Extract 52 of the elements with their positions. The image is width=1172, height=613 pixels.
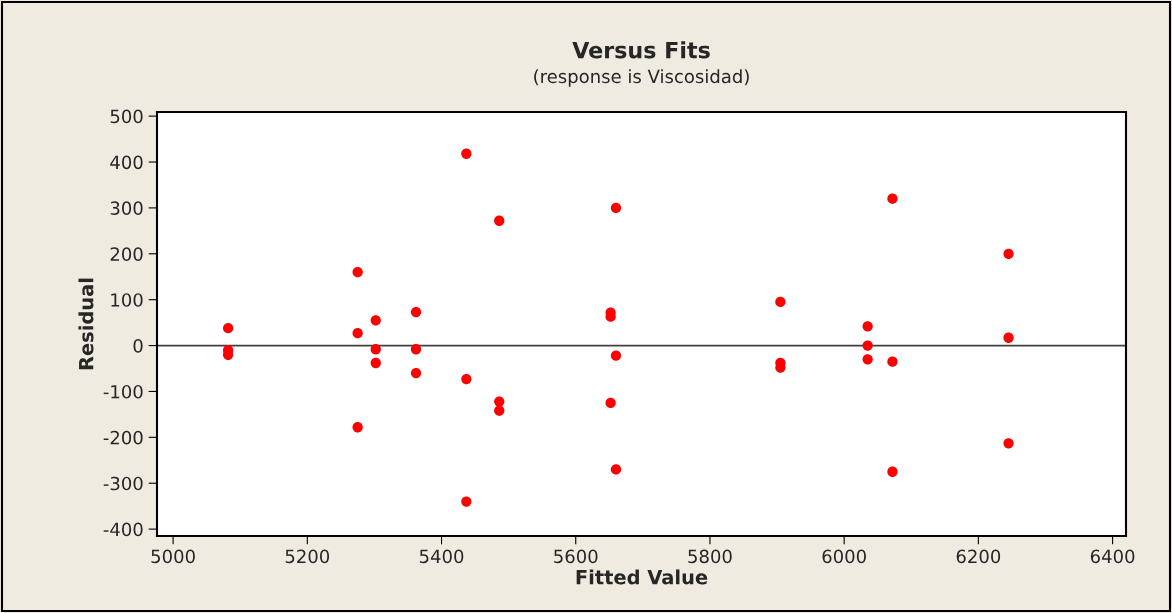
chart-subtitle: (response is Viscosidad) bbox=[534, 69, 749, 87]
point bbox=[461, 373, 472, 385]
x-tick-label: 6400 bbox=[1090, 549, 1135, 564]
point bbox=[1003, 248, 1014, 259]
point bbox=[887, 356, 898, 367]
y-tick-label: -100 bbox=[103, 384, 143, 399]
x-tick-label: 6200 bbox=[956, 549, 1001, 564]
y-tick-label: 0 bbox=[133, 339, 143, 353]
point bbox=[370, 357, 381, 369]
point bbox=[494, 405, 505, 416]
point bbox=[862, 354, 873, 365]
x-tick-label: 5600 bbox=[554, 549, 598, 564]
point bbox=[461, 148, 472, 159]
point bbox=[352, 328, 363, 339]
y-tick-label: 300 bbox=[110, 201, 143, 216]
point bbox=[370, 344, 381, 355]
y-tick-label: 500 bbox=[110, 109, 143, 124]
point bbox=[862, 321, 873, 332]
y-tick-label: -400 bbox=[103, 522, 143, 537]
point bbox=[1003, 438, 1014, 449]
point bbox=[494, 396, 505, 407]
point bbox=[410, 344, 422, 355]
y-tick-label: 100 bbox=[111, 293, 143, 307]
point bbox=[222, 322, 234, 334]
y-axis-title: Residual bbox=[78, 278, 94, 370]
y-tick-label: -200 bbox=[103, 430, 143, 445]
point bbox=[1003, 332, 1014, 343]
y-tick-label: -300 bbox=[103, 476, 143, 491]
y-tick-label: 200 bbox=[110, 247, 143, 261]
point bbox=[775, 296, 786, 308]
point bbox=[887, 193, 898, 204]
point bbox=[887, 466, 898, 477]
y-tick-label: 400 bbox=[110, 155, 143, 170]
x-tick-label: 5400 bbox=[419, 549, 464, 564]
point bbox=[352, 267, 363, 278]
point bbox=[352, 422, 363, 433]
x-tick-label: 5200 bbox=[285, 549, 330, 564]
point bbox=[610, 464, 622, 475]
point bbox=[862, 340, 873, 351]
x-tick-label: 5000 bbox=[151, 549, 195, 564]
point bbox=[605, 397, 616, 409]
chart-title: Versus Fits bbox=[572, 41, 710, 59]
point bbox=[370, 315, 381, 326]
x-tick-label: 6000 bbox=[822, 549, 866, 564]
point bbox=[494, 215, 505, 226]
point bbox=[410, 367, 422, 379]
point bbox=[610, 202, 622, 214]
x-axis-title: Fitted Value bbox=[576, 569, 708, 585]
point bbox=[461, 496, 472, 507]
x-tick-label: 5800 bbox=[688, 549, 732, 564]
point bbox=[610, 350, 622, 361]
point bbox=[410, 306, 422, 318]
